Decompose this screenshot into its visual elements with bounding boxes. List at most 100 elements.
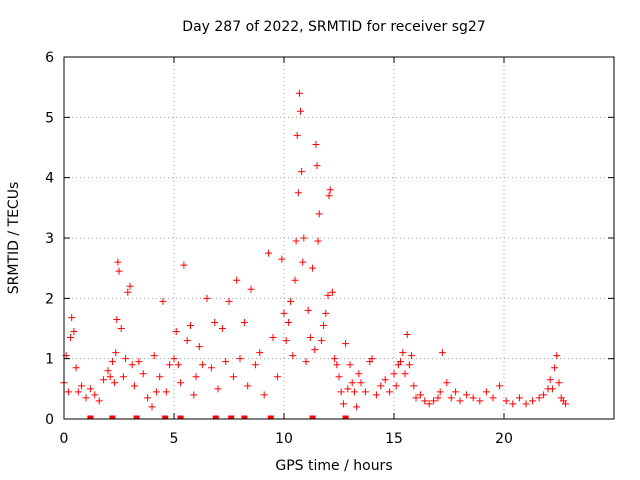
data-point: [302, 358, 310, 366]
data-point: [183, 337, 191, 345]
axis-ticks: [63, 56, 614, 420]
data-point: [540, 391, 548, 399]
data-point: [553, 352, 561, 360]
data-point: [78, 382, 86, 390]
data-point: [278, 255, 286, 263]
data-point: [300, 234, 308, 242]
data-point: [421, 397, 429, 405]
data-point: [273, 373, 281, 381]
data-point: [353, 403, 361, 411]
data-point: [502, 397, 510, 405]
data-point: [95, 397, 103, 405]
data-point: [111, 379, 119, 387]
data-point: [100, 376, 108, 384]
data-point: [381, 376, 389, 384]
data-point: [430, 397, 438, 405]
data-point: [218, 325, 226, 332]
data-point: [280, 309, 288, 317]
data-point: [174, 361, 182, 369]
tick-labels: 0 5 10 15 20 0 1 2 3 4 5 6: [45, 50, 513, 447]
data-point: [456, 397, 464, 405]
data-point: [361, 388, 369, 396]
y-axis-label: SRMTID / TECUs: [6, 182, 22, 295]
data-point: [70, 328, 78, 336]
data-point: [126, 282, 134, 290]
data-point: [425, 400, 433, 408]
data-point: [199, 361, 207, 369]
data-point: [555, 379, 563, 387]
data-point: [284, 318, 292, 326]
data-point: [322, 309, 330, 317]
data-point: [509, 400, 517, 408]
data-point: [177, 379, 185, 387]
data-point: [339, 400, 347, 408]
data-point: [436, 388, 444, 396]
data-point: [104, 367, 112, 375]
data-point: [86, 385, 94, 393]
data-point: [463, 391, 471, 399]
data-point: [236, 355, 244, 363]
data-point: [162, 388, 170, 396]
data-point: [469, 394, 477, 402]
data-point: [207, 364, 215, 372]
data-point: [304, 306, 312, 314]
data-point: [328, 288, 336, 296]
data-point: [399, 349, 407, 357]
data-point: [265, 249, 273, 257]
chart-title: Day 287 of 2022, SRMTID for receiver sg2…: [182, 19, 485, 35]
x-axis-label: GPS time / hours: [275, 458, 392, 474]
data-point: [326, 186, 334, 194]
data-point: [74, 388, 82, 396]
data-point: [337, 388, 345, 396]
data-point: [260, 391, 268, 399]
data-point: [291, 276, 299, 284]
data-point: [551, 364, 559, 372]
data-point: [489, 394, 497, 402]
data-point: [546, 376, 554, 384]
y-tick-label: 6: [45, 50, 54, 66]
scatter-points: [60, 89, 570, 419]
data-point: [91, 391, 99, 399]
data-point: [529, 397, 537, 405]
data-point: [172, 328, 180, 336]
data-point: [108, 358, 116, 366]
data-point: [522, 400, 530, 408]
data-point: [166, 361, 174, 369]
data-point: [331, 355, 339, 363]
data-point: [114, 258, 122, 266]
data-point: [148, 403, 156, 411]
data-point: [295, 89, 303, 97]
data-point: [357, 379, 365, 387]
data-point: [298, 168, 306, 176]
data-point: [124, 288, 132, 296]
data-point: [403, 331, 411, 339]
data-point: [156, 373, 164, 381]
data-point: [325, 192, 333, 200]
data-point: [233, 276, 241, 284]
data-point: [392, 382, 400, 390]
data-point: [106, 373, 114, 381]
data-point: [390, 370, 398, 378]
data-point: [333, 361, 341, 369]
data-point: [401, 370, 409, 378]
data-point: [309, 264, 317, 272]
data-point: [130, 382, 138, 390]
data-point: [195, 343, 203, 351]
data-point: [355, 370, 363, 378]
data-point: [548, 385, 556, 393]
y-tick-label: 0: [45, 412, 54, 428]
x-tick-label: 10: [275, 431, 293, 447]
data-point: [386, 388, 394, 396]
data-point: [170, 355, 178, 363]
data-point: [225, 297, 233, 305]
data-point: [405, 361, 413, 369]
data-point: [297, 107, 304, 115]
y-tick-label: 4: [45, 171, 54, 187]
data-point: [408, 352, 416, 360]
data-point: [269, 334, 277, 342]
data-point: [299, 258, 307, 266]
data-point: [324, 291, 332, 299]
data-point: [64, 388, 72, 396]
